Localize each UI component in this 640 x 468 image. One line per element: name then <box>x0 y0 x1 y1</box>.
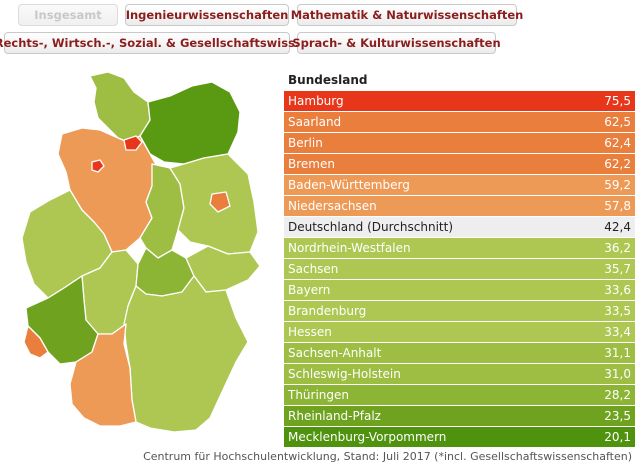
row-value: 20,1 <box>604 430 631 444</box>
row-value: 62,2 <box>604 157 631 171</box>
row-value: 57,8 <box>604 199 631 213</box>
row-value: 28,2 <box>604 388 631 402</box>
row-value: 31,0 <box>604 367 631 381</box>
table-row[interactable]: Mecklenburg-Vorpommern 20,1 <box>284 427 635 447</box>
table-row[interactable]: Baden-Württemberg 59,2 <box>284 175 635 195</box>
table-row[interactable]: Saarland 62,5 <box>284 112 635 132</box>
table-row[interactable]: Hamburg 75,5 <box>284 91 635 111</box>
table-row[interactable]: Bayern 33,6 <box>284 280 635 300</box>
tab-insgesamt[interactable]: Insgesamt <box>18 4 118 26</box>
state-mecklenburg-vorpommern[interactable] <box>139 81 241 165</box>
state-saarland[interactable] <box>23 325 49 359</box>
table-row[interactable]: Rheinland-Pfalz 23,5 <box>284 406 635 426</box>
row-state-name: Thüringen <box>288 388 350 402</box>
tab-sprach-kulturwissenschaften[interactable]: Sprach- & Kulturwissenschaften <box>292 32 501 54</box>
row-value: 35,7 <box>604 262 631 276</box>
row-value: 62,4 <box>604 136 631 150</box>
row-state-name: Baden-Württemberg <box>288 178 410 192</box>
row-state-name: Sachsen <box>288 262 339 276</box>
table-row[interactable]: Thüringen 28,2 <box>284 385 635 405</box>
row-value: 23,5 <box>604 409 631 423</box>
row-value: 62,5 <box>604 115 631 129</box>
tab-mathematik-naturwissenschaften[interactable]: Mathematik & Naturwissenschaften <box>291 4 523 26</box>
row-state-name: Bayern <box>288 283 331 297</box>
table-header-bundesland: Bundesland <box>288 73 368 87</box>
row-value: 42,4 <box>604 220 631 234</box>
row-state-name: Deutschland (Durchschnitt) <box>288 220 453 234</box>
source-note: Centrum für Hochschulentwicklung, Stand:… <box>143 450 632 463</box>
table-row[interactable]: Schleswig-Holstein 31,0 <box>284 364 635 384</box>
row-state-name: Nordrhein-Westfalen <box>288 241 411 255</box>
row-value: 33,4 <box>604 325 631 339</box>
row-state-name: Hamburg <box>288 94 344 108</box>
table-row[interactable]: Niedersachsen 57,8 <box>284 196 635 216</box>
row-value: 59,2 <box>604 178 631 192</box>
state-baden-wuerttemberg[interactable] <box>69 323 137 427</box>
state-bayern[interactable] <box>123 275 249 433</box>
row-state-name: Schleswig-Holstein <box>288 367 401 381</box>
state-berlin[interactable] <box>209 191 231 213</box>
table-row[interactable]: Hessen 33,4 <box>284 322 635 342</box>
row-value: 33,5 <box>604 304 631 318</box>
table-row[interactable]: Bremen 62,2 <box>284 154 635 174</box>
table-row[interactable]: Berlin 62,4 <box>284 133 635 153</box>
table-row[interactable]: Nordrhein-Westfalen 36,2 <box>284 238 635 258</box>
state-hamburg[interactable] <box>123 135 143 151</box>
row-value: 36,2 <box>604 241 631 255</box>
tab-ingenieurwissenschaften[interactable]: Ingenieurwissenschaften <box>125 4 289 26</box>
state-bremen[interactable] <box>91 159 105 173</box>
row-state-name: Hessen <box>288 325 332 339</box>
row-state-name: Saarland <box>288 115 342 129</box>
row-value: 75,5 <box>604 94 631 108</box>
row-state-name: Niedersachsen <box>288 199 377 213</box>
row-value: 31,1 <box>604 346 631 360</box>
row-state-name: Berlin <box>288 136 323 150</box>
table-row[interactable]: Deutschland (Durchschnitt) 42,4 <box>284 217 635 237</box>
row-value: 33,6 <box>604 283 631 297</box>
ranking-table: Hamburg 75,5 Saarland 62,5 Berlin 62,4 Bremen 6… <box>284 91 635 448</box>
table-row[interactable]: Sachsen-Anhalt 31,1 <box>284 343 635 363</box>
germany-map <box>21 71 261 433</box>
row-state-name: Bremen <box>288 157 335 171</box>
tab-rechts-wirtschafts-sozialwissenschaften[interactable]: Rechts-, Wirtsch.-, Sozial. & Gesellscha… <box>0 32 299 54</box>
row-state-name: Mecklenburg-Vorpommern <box>288 430 447 444</box>
table-row[interactable]: Brandenburg 33,5 <box>284 301 635 321</box>
row-state-name: Sachsen-Anhalt <box>288 346 382 360</box>
table-row[interactable]: Sachsen 35,7 <box>284 259 635 279</box>
row-state-name: Brandenburg <box>288 304 367 318</box>
row-state-name: Rheinland-Pfalz <box>288 409 381 423</box>
